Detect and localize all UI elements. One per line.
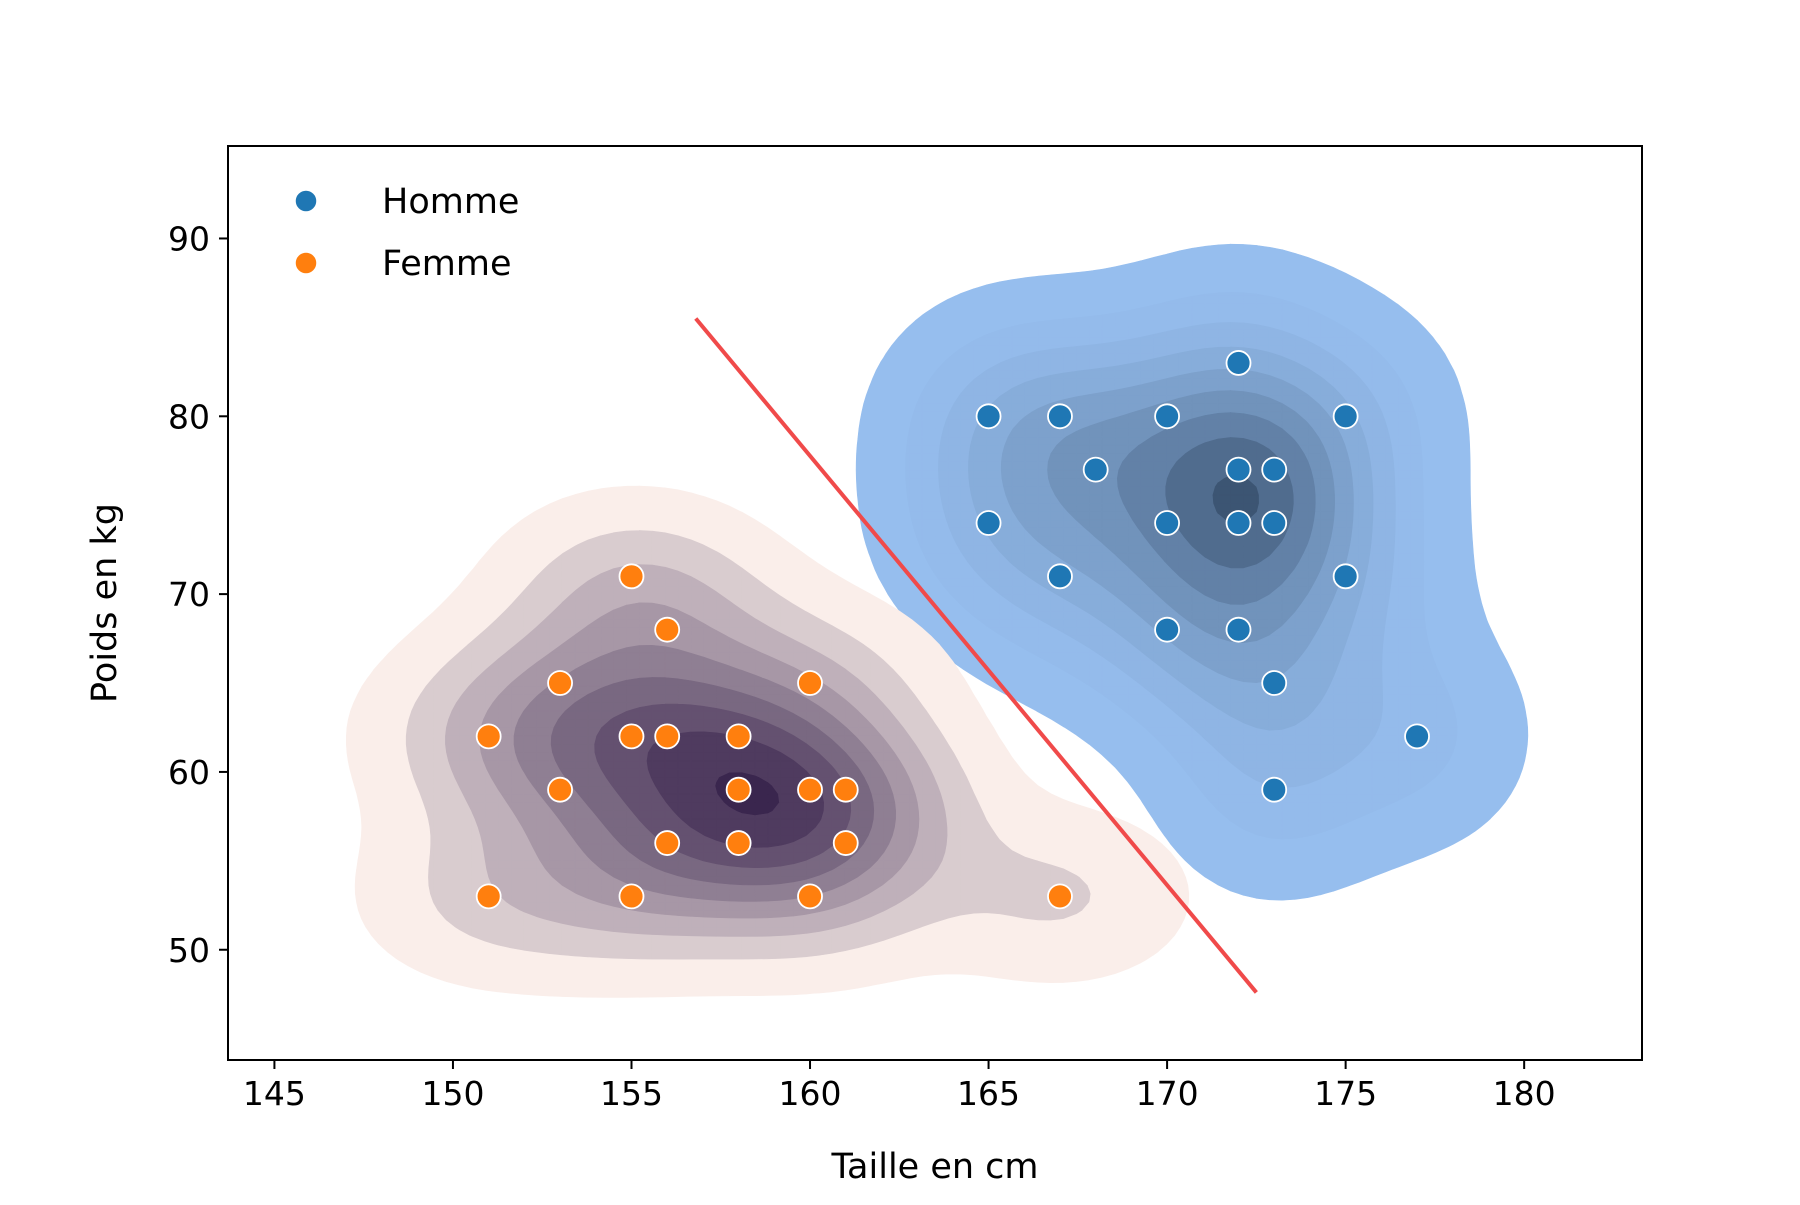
y-axis-label: Poids en kg bbox=[85, 503, 125, 703]
x-tick-label: 155 bbox=[600, 1074, 663, 1113]
point-femme bbox=[619, 564, 643, 588]
point-femme bbox=[1048, 884, 1072, 908]
point-homme bbox=[1262, 671, 1286, 695]
point-femme bbox=[727, 778, 751, 802]
point-homme bbox=[1048, 404, 1072, 428]
point-homme bbox=[1262, 511, 1286, 535]
x-tick-label: 165 bbox=[957, 1074, 1020, 1113]
x-tick-label: 160 bbox=[779, 1074, 842, 1113]
point-homme bbox=[1084, 458, 1108, 482]
point-femme bbox=[548, 671, 572, 695]
point-homme bbox=[1405, 724, 1429, 748]
point-homme bbox=[1334, 564, 1358, 588]
point-femme bbox=[798, 671, 822, 695]
x-tick-label: 150 bbox=[421, 1074, 484, 1113]
point-homme bbox=[1227, 618, 1251, 642]
point-femme bbox=[619, 884, 643, 908]
x-tick-label: 145 bbox=[243, 1074, 306, 1113]
x-axis-label: Taille en cm bbox=[830, 1147, 1038, 1187]
point-homme bbox=[1262, 778, 1286, 802]
point-homme bbox=[1227, 351, 1251, 375]
point-homme bbox=[1155, 511, 1179, 535]
point-femme bbox=[834, 778, 858, 802]
point-homme bbox=[1262, 458, 1286, 482]
point-femme bbox=[655, 831, 679, 855]
point-femme bbox=[655, 618, 679, 642]
x-tick-label: 180 bbox=[1493, 1074, 1556, 1113]
point-homme bbox=[1048, 564, 1072, 588]
point-homme bbox=[977, 404, 1001, 428]
point-homme bbox=[1155, 618, 1179, 642]
point-homme bbox=[1155, 404, 1179, 428]
point-homme bbox=[1227, 511, 1251, 535]
point-homme bbox=[1334, 404, 1358, 428]
point-homme bbox=[977, 511, 1001, 535]
point-femme bbox=[834, 831, 858, 855]
point-femme bbox=[477, 724, 501, 748]
point-femme bbox=[655, 724, 679, 748]
x-tick-label: 175 bbox=[1314, 1074, 1377, 1113]
point-femme bbox=[619, 724, 643, 748]
legend-marker-homme bbox=[295, 190, 317, 212]
y-tick-label: 60 bbox=[168, 753, 210, 792]
y-tick-label: 70 bbox=[168, 575, 210, 614]
point-homme bbox=[1227, 458, 1251, 482]
y-tick-label: 80 bbox=[168, 397, 210, 436]
x-tick-label: 170 bbox=[1136, 1074, 1199, 1113]
point-femme bbox=[548, 778, 572, 802]
legend-label-homme: Homme bbox=[382, 182, 519, 222]
y-tick-label: 50 bbox=[168, 931, 210, 970]
legend-marker-femme bbox=[295, 252, 317, 274]
point-femme bbox=[798, 778, 822, 802]
point-femme bbox=[798, 884, 822, 908]
point-femme bbox=[727, 724, 751, 748]
y-tick-label: 90 bbox=[168, 219, 210, 258]
legend-label-femme: Femme bbox=[382, 244, 511, 284]
point-femme bbox=[477, 884, 501, 908]
point-femme bbox=[727, 831, 751, 855]
